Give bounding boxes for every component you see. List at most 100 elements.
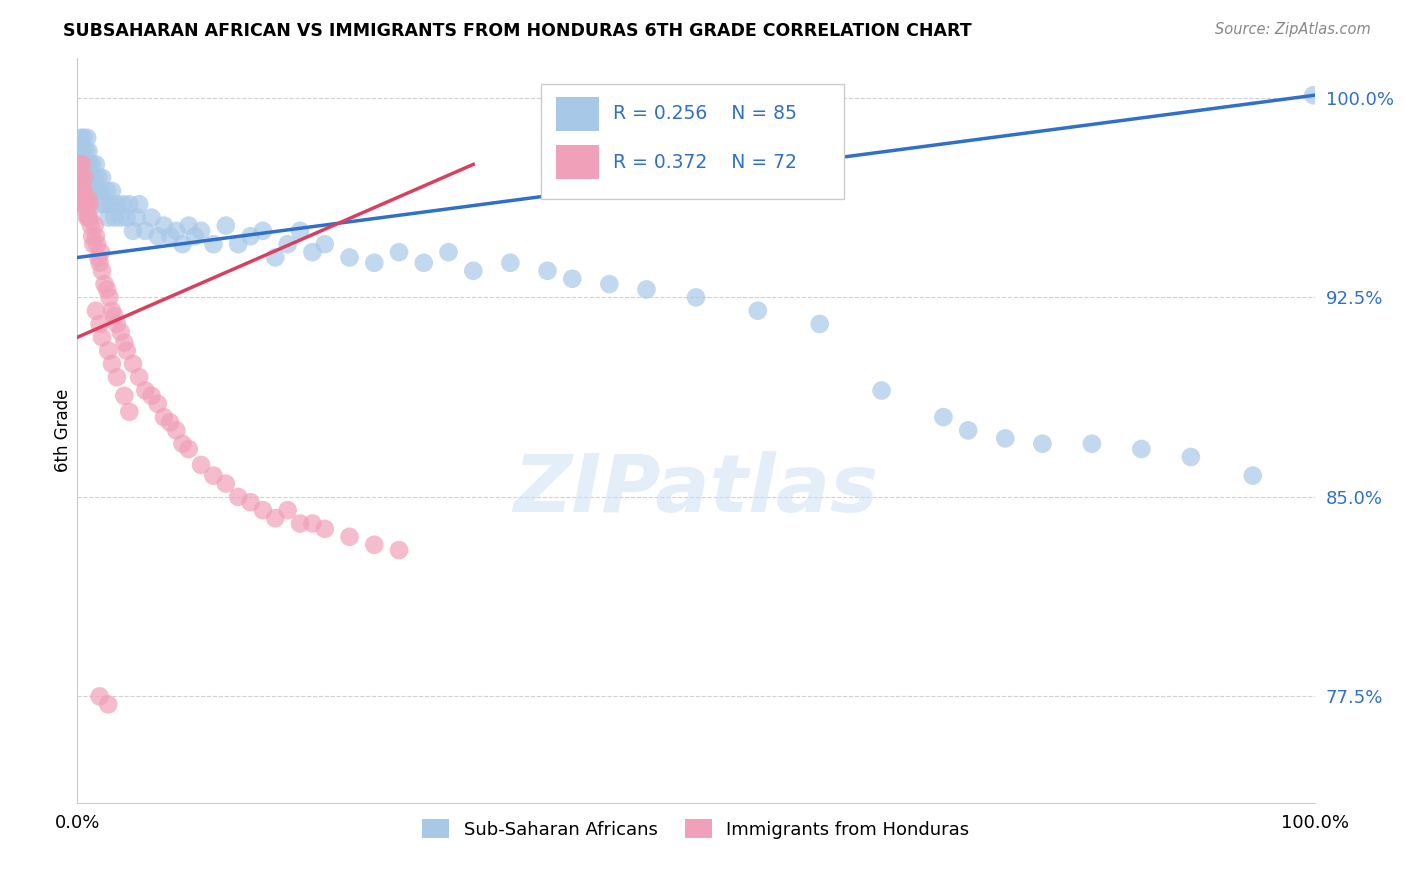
Point bbox=[89, 197, 111, 211]
Point bbox=[87, 251, 110, 265]
Point bbox=[1241, 468, 1264, 483]
Point bbox=[93, 197, 115, 211]
Point bbox=[89, 256, 111, 270]
Point bbox=[75, 202, 97, 217]
Point bbox=[77, 157, 100, 171]
Point bbox=[70, 130, 93, 145]
Point bbox=[91, 170, 114, 185]
Point bbox=[277, 237, 299, 252]
Point bbox=[96, 184, 118, 198]
Point bbox=[101, 357, 124, 371]
Point bbox=[177, 442, 200, 456]
Point bbox=[70, 170, 93, 185]
Point bbox=[134, 384, 156, 398]
Point bbox=[84, 157, 107, 171]
Point bbox=[76, 170, 98, 185]
Point bbox=[363, 256, 385, 270]
Point bbox=[69, 170, 91, 185]
Point bbox=[93, 277, 115, 291]
Point bbox=[288, 224, 311, 238]
Point bbox=[226, 237, 249, 252]
Point bbox=[82, 184, 104, 198]
Point bbox=[128, 197, 150, 211]
Point bbox=[79, 211, 101, 225]
Point bbox=[339, 251, 361, 265]
Point bbox=[101, 184, 124, 198]
Point bbox=[82, 229, 104, 244]
Y-axis label: 6th Grade: 6th Grade bbox=[53, 389, 72, 472]
Point bbox=[96, 282, 118, 296]
Point bbox=[264, 251, 287, 265]
Point bbox=[1081, 436, 1104, 450]
Point bbox=[97, 698, 120, 712]
Point bbox=[67, 157, 90, 171]
Text: Source: ZipAtlas.com: Source: ZipAtlas.com bbox=[1215, 22, 1371, 37]
Point bbox=[72, 144, 94, 158]
Point bbox=[83, 170, 105, 185]
Point bbox=[636, 282, 658, 296]
Point bbox=[177, 219, 200, 233]
Point bbox=[215, 219, 238, 233]
Point bbox=[72, 157, 94, 171]
Point bbox=[112, 389, 135, 403]
Point bbox=[388, 543, 411, 558]
Point bbox=[86, 184, 108, 198]
Point bbox=[72, 184, 94, 198]
Point bbox=[75, 157, 97, 171]
Point bbox=[1031, 436, 1053, 450]
Point bbox=[72, 157, 94, 171]
Bar bbox=[557, 145, 599, 179]
Point bbox=[69, 144, 91, 158]
Point bbox=[72, 197, 94, 211]
Point bbox=[314, 237, 336, 252]
Point bbox=[73, 157, 96, 171]
Point bbox=[128, 370, 150, 384]
Point bbox=[1180, 450, 1202, 464]
Point bbox=[89, 690, 111, 704]
Point bbox=[118, 405, 141, 419]
Point bbox=[184, 229, 207, 244]
Point bbox=[79, 197, 101, 211]
Text: R = 0.372    N = 72: R = 0.372 N = 72 bbox=[613, 153, 797, 172]
Point bbox=[90, 184, 112, 198]
Point bbox=[437, 245, 460, 260]
Point bbox=[77, 144, 100, 158]
Point bbox=[685, 290, 707, 304]
Point bbox=[75, 192, 97, 206]
Text: R = 0.256    N = 85: R = 0.256 N = 85 bbox=[613, 104, 797, 123]
Point bbox=[112, 197, 135, 211]
Point bbox=[69, 157, 91, 171]
Point bbox=[264, 511, 287, 525]
Point bbox=[159, 416, 181, 430]
Point bbox=[1302, 88, 1324, 103]
Point bbox=[82, 237, 104, 252]
Point bbox=[72, 130, 94, 145]
Point bbox=[97, 343, 120, 358]
Point bbox=[97, 211, 120, 225]
Point bbox=[87, 170, 110, 185]
Point bbox=[91, 264, 114, 278]
Point bbox=[70, 157, 93, 171]
Point bbox=[252, 503, 274, 517]
Point bbox=[1130, 442, 1153, 456]
Point bbox=[153, 410, 176, 425]
Point bbox=[103, 211, 125, 225]
Point bbox=[301, 245, 323, 260]
Point bbox=[125, 211, 148, 225]
Point bbox=[288, 516, 311, 531]
Point bbox=[84, 303, 107, 318]
Point bbox=[388, 245, 411, 260]
Point bbox=[79, 157, 101, 171]
Point bbox=[115, 211, 138, 225]
Point bbox=[72, 170, 94, 185]
Point bbox=[808, 317, 831, 331]
Point bbox=[252, 224, 274, 238]
Point bbox=[105, 370, 128, 384]
Point bbox=[77, 192, 100, 206]
Bar bbox=[557, 97, 599, 130]
Point bbox=[226, 490, 249, 504]
Text: SUBSAHARAN AFRICAN VS IMMIGRANTS FROM HONDURAS 6TH GRADE CORRELATION CHART: SUBSAHARAN AFRICAN VS IMMIGRANTS FROM HO… bbox=[63, 22, 972, 40]
Point bbox=[76, 197, 98, 211]
Point bbox=[77, 211, 100, 225]
Point bbox=[80, 170, 103, 185]
